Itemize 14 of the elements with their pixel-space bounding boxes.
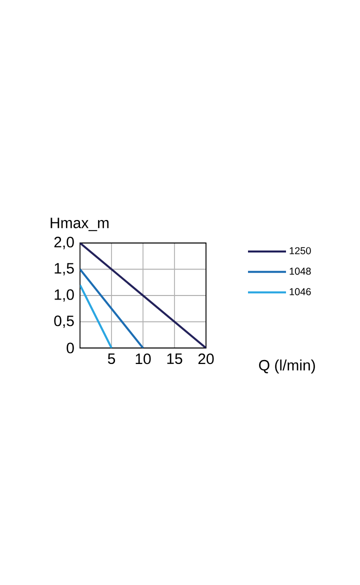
y-tick-label: 0,5 [54,316,74,328]
y-tick-label: 0 [66,342,74,354]
legend-label: 1046 [290,288,311,296]
x-tick-label: 10 [136,354,151,364]
y-tick-label: 2,0 [54,236,74,250]
x-tick-label: 5 [108,354,116,364]
x-tick-label: 20 [198,354,214,364]
y-tick-label: 1,0 [54,289,74,302]
legend-label: 1250 [290,247,311,254]
y-axis-title: Hmax_m [50,218,109,232]
x-axis-title: Q (l/min) [259,360,315,374]
y-tick-label: 1,5 [54,263,74,276]
legend-label: 1048 [290,268,311,275]
x-tick-label: 15 [167,354,182,364]
